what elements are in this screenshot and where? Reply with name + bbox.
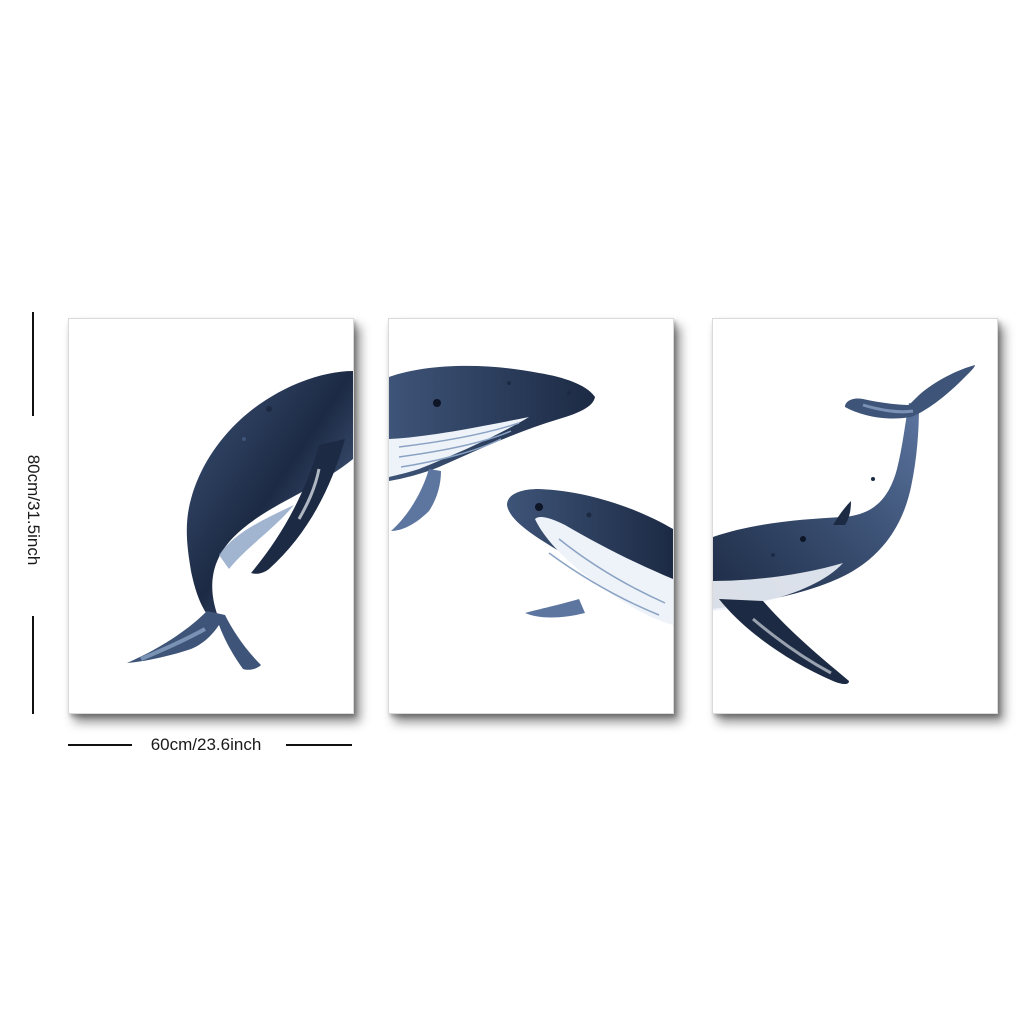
whale-illustration-center	[389, 365, 673, 625]
height-dimension-line-bottom	[32, 616, 34, 714]
canvas-panel-right	[712, 318, 998, 714]
whale-illustration-left	[127, 371, 353, 670]
height-dimension-line-top	[32, 312, 34, 416]
height-dimension-label: 80cm/31.5inch	[24, 454, 43, 566]
width-dimension-line-right	[286, 744, 352, 746]
canvas-panel-left	[68, 318, 354, 714]
width-dimension-label: 60cm/23.6inch	[150, 735, 262, 754]
canvas-panel-center	[388, 318, 674, 714]
whale-illustration-right	[713, 365, 975, 684]
width-dimension-line-left	[68, 744, 132, 746]
